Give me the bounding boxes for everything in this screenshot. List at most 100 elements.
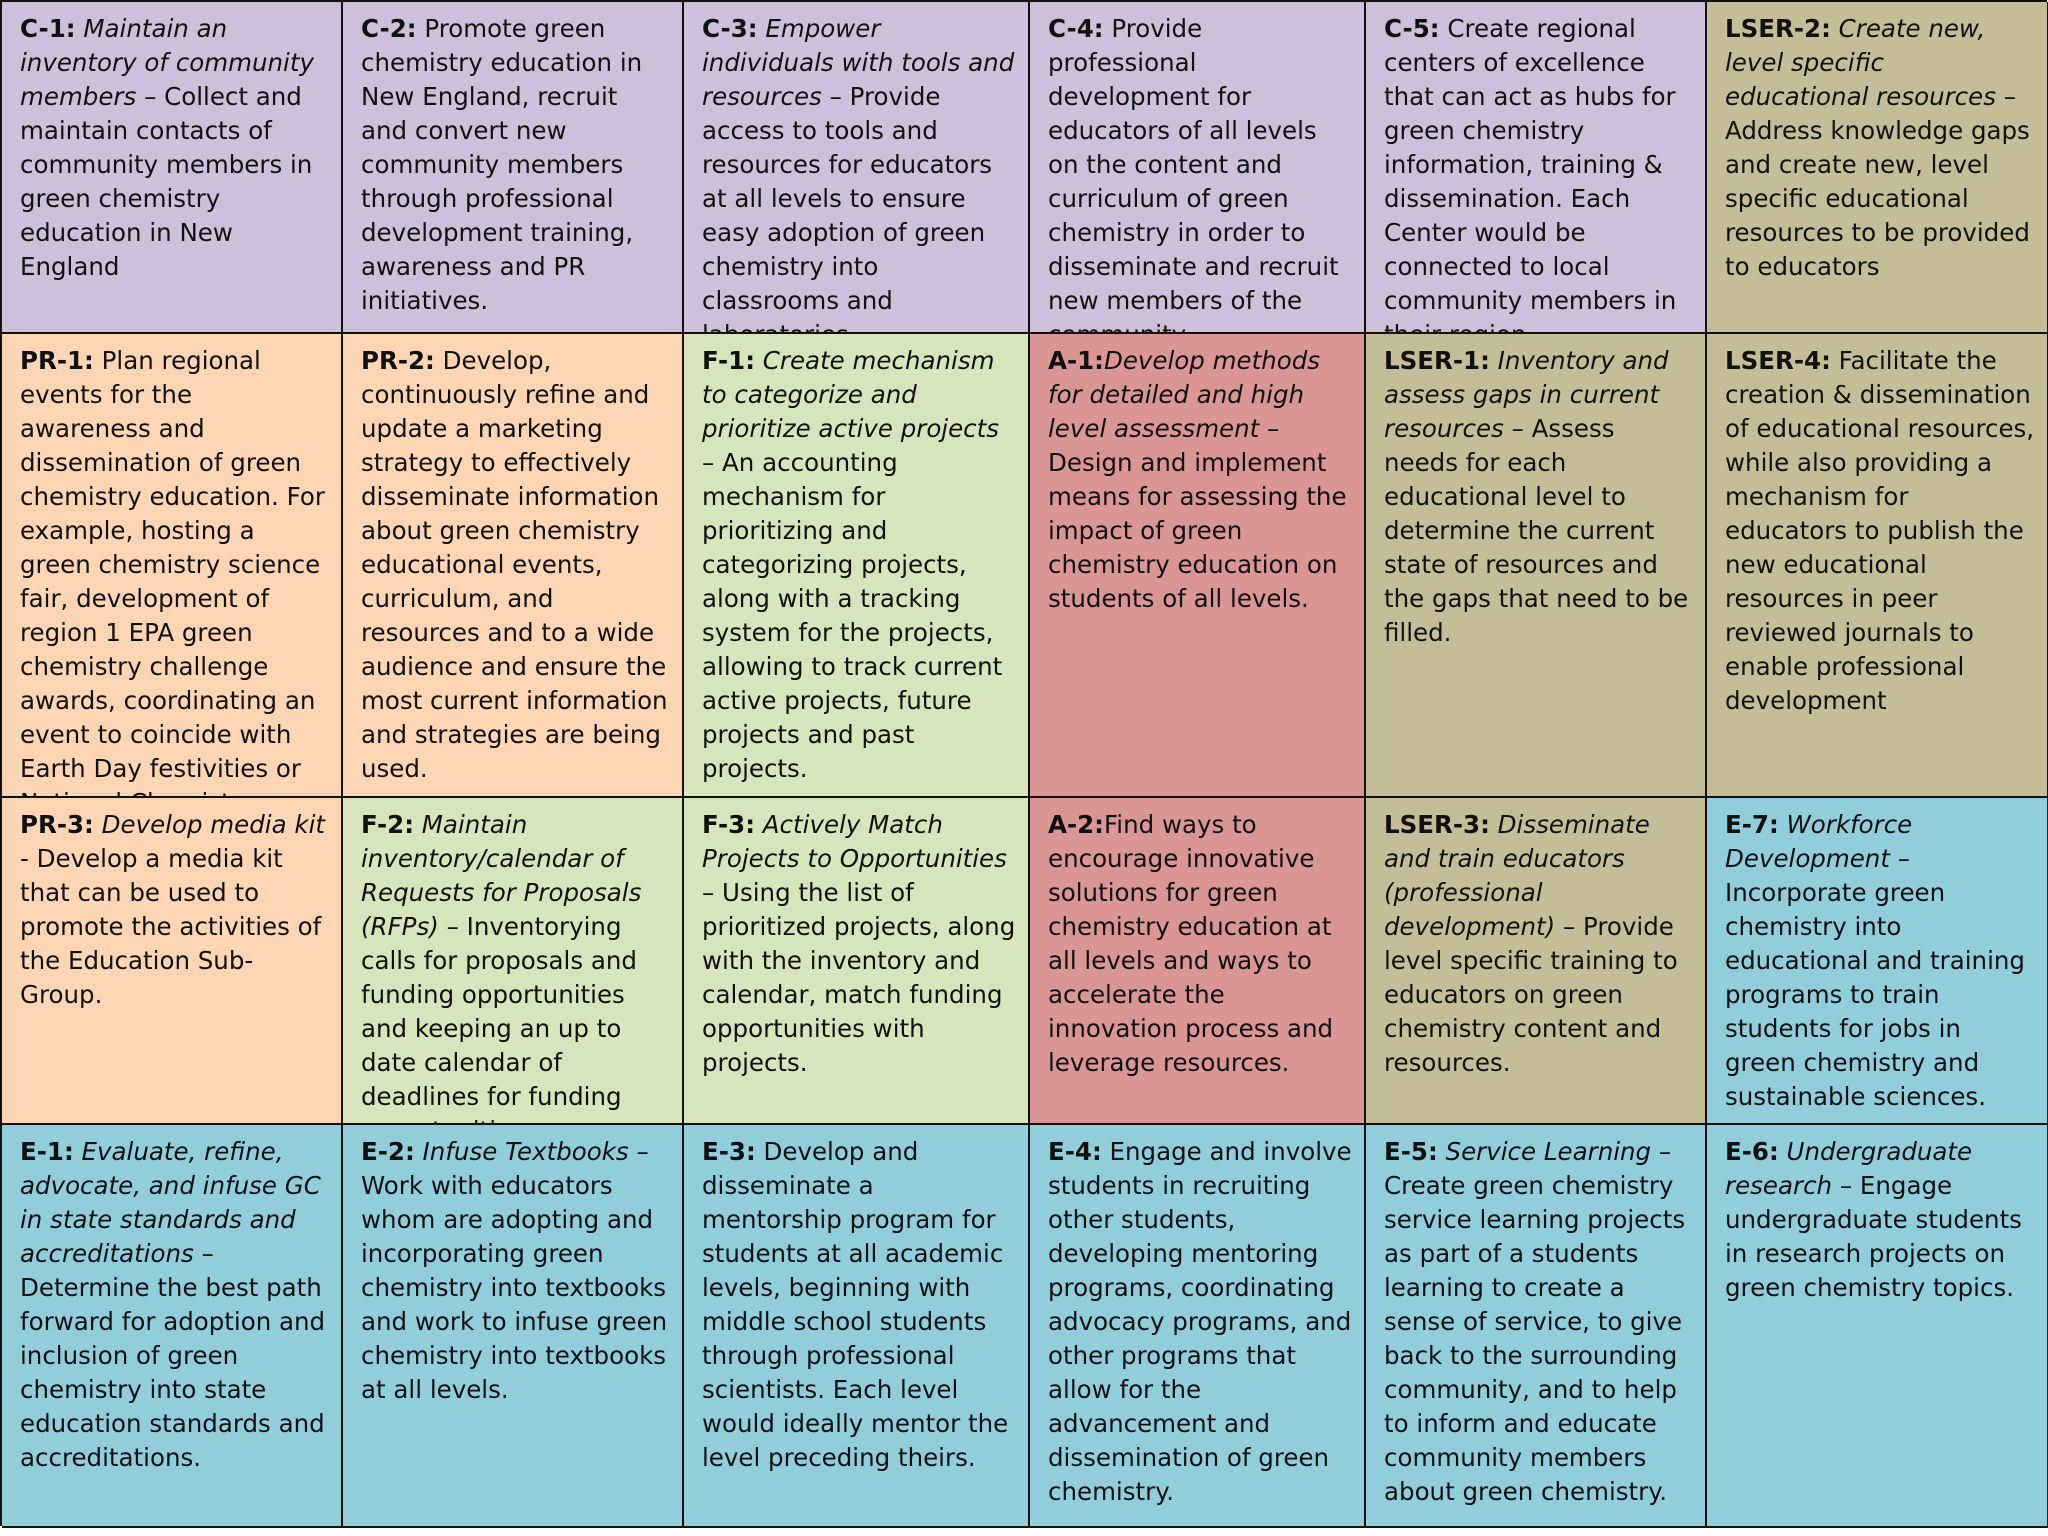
- cell-f-2: F-2: Maintain inventory/calendar of Requ…: [343, 798, 684, 1125]
- cell-lead: Empower individuals with tools and resou…: [702, 14, 1015, 111]
- cell-code: C-1:: [20, 14, 76, 43]
- cell-body: Promote green chemistry education in New…: [361, 14, 643, 315]
- cell-sep: –: [1832, 1171, 1860, 1200]
- cell-lser-3: LSER-3: Disseminate and train educators …: [1366, 798, 1707, 1125]
- cell-sep: –: [1503, 414, 1532, 443]
- cell-body: An accounting mechanism for prioritizing…: [702, 448, 1003, 783]
- cell-sep: [1831, 346, 1839, 375]
- cell-lead: Develop methods for detailed and high le…: [1048, 346, 1321, 443]
- cell-body: Develop and disseminate a mentorship pro…: [702, 1137, 1009, 1472]
- cell-sep: –: [136, 82, 165, 111]
- cell-lser-4: LSER-4: Facilitate the creation & dissem…: [1707, 334, 2048, 798]
- cell-lead: Create mechanism to categorize and prior…: [702, 346, 1000, 443]
- cell-body: Provide level specific training to educa…: [1384, 912, 1678, 1077]
- cell-e-7: E-7: Workforce Development – Incorporate…: [1707, 798, 2048, 1125]
- cell-code: F-3:: [702, 810, 755, 839]
- cell-body: Plan regional events for the awareness a…: [20, 346, 325, 796]
- cell-body: Address knowledge gaps and create new, l…: [1725, 116, 2030, 281]
- cell-lser-2: LSER-2: Create new, level specific educa…: [1707, 2, 2048, 334]
- cell-body: Incorporate green chemistry into educati…: [1725, 878, 2025, 1111]
- cell-body: Develop a media kit that can be used to …: [20, 844, 322, 1009]
- cell-code: E-7:: [1725, 810, 1779, 839]
- cell-sep: –: [1651, 1137, 1672, 1166]
- cell-c-2: C-2: Promote green chemistry education i…: [343, 2, 684, 334]
- cell-f-1: F-1: Create mechanism to categorize and …: [684, 334, 1030, 798]
- cell-code: C-2:: [361, 14, 417, 43]
- cell-body: Provide professional development for edu…: [1048, 14, 1339, 332]
- cell-sep: –: [702, 878, 723, 907]
- cell-a-2: A-2:Find ways to encourage innovative so…: [1030, 798, 1366, 1125]
- cell-body: Find ways to encourage innovative soluti…: [1048, 810, 1334, 1077]
- cell-body: Determine the best path forward for adop…: [20, 1273, 326, 1472]
- cell-code: A-1:: [1048, 346, 1104, 375]
- cell-code: F-1:: [702, 346, 755, 375]
- cell-sep: –: [702, 448, 723, 477]
- cell-lead: Disseminate and train educators (profess…: [1384, 810, 1650, 941]
- cell-sep: –: [1555, 912, 1584, 941]
- cell-code: PR-3:: [20, 810, 94, 839]
- cell-e-3: E-3: Develop and disseminate a mentorshi…: [684, 1125, 1030, 1528]
- cell-body: Assess needs for each educational level …: [1384, 414, 1689, 647]
- cell-body: Work with educators whom are adopting an…: [361, 1171, 668, 1404]
- cell-e-4: E-4: Engage and involve students in recr…: [1030, 1125, 1366, 1528]
- cell-body: Using the list of prioritized projects, …: [702, 878, 1016, 1077]
- cell-sep: [756, 1137, 764, 1166]
- cell-e-5: E-5: Service Learning – Create green che…: [1366, 1125, 1707, 1528]
- cell-a-1: A-1:Develop methods for detailed and hig…: [1030, 334, 1366, 798]
- cell-code: C-5:: [1384, 14, 1440, 43]
- cell-c-4: C-4: Provide professional development fo…: [1030, 2, 1366, 334]
- cell-e-2: E-2: Infuse Textbooks – Work with educat…: [343, 1125, 684, 1528]
- cell-lead: Infuse Textbooks: [422, 1137, 629, 1166]
- cell-code: LSER-2:: [1725, 14, 1831, 43]
- cell-code: E-6:: [1725, 1137, 1779, 1166]
- cell-body: Design and implement means for assessing…: [1048, 448, 1347, 613]
- cell-body: Engage and involve students in recruitin…: [1048, 1137, 1352, 1506]
- cell-code: A-2:: [1048, 810, 1104, 839]
- cell-code: C-3:: [702, 14, 758, 43]
- cell-lead: Workforce Development: [1725, 810, 1913, 873]
- cell-sep: –: [1259, 414, 1280, 443]
- cell-body: Create regional centers of excellence th…: [1384, 14, 1677, 332]
- cell-body: Inventorying calls for proposals and fun…: [361, 912, 637, 1123]
- cell-sep: –: [821, 82, 850, 111]
- cell-sep: –: [1995, 82, 2017, 111]
- cell-code: F-2:: [361, 810, 414, 839]
- cell-code: LSER-1:: [1384, 346, 1490, 375]
- cell-code: LSER-4:: [1725, 346, 1831, 375]
- cell-sep: [94, 346, 102, 375]
- cell-sep: –: [438, 912, 467, 941]
- cell-code: PR-2:: [361, 346, 435, 375]
- cell-e-6: E-6: Undergraduate research – Engage und…: [1707, 1125, 2048, 1528]
- cell-sep: -: [20, 844, 37, 873]
- cell-lead: Service Learning: [1445, 1137, 1652, 1166]
- cell-code: E-5:: [1384, 1137, 1438, 1166]
- cell-body: Facilitate the creation & dissemination …: [1725, 346, 2035, 715]
- cell-lead: Evaluate, refine, advocate, and infuse G…: [20, 1137, 321, 1268]
- cell-code: PR-1:: [20, 346, 94, 375]
- cell-lead: Maintain an inventory of community membe…: [20, 14, 314, 111]
- cell-lead: Actively Match Projects to Opportunities: [702, 810, 1007, 873]
- cell-c-1: C-1: Maintain an inventory of community …: [2, 2, 343, 334]
- cell-body: Create green chemistry service learning …: [1384, 1171, 1686, 1506]
- cell-code: E-2:: [361, 1137, 415, 1166]
- cell-c-3: C-3: Empower individuals with tools and …: [684, 2, 1030, 334]
- cell-sep: [435, 346, 443, 375]
- cell-c-5: C-5: Create regional centers of excellen…: [1366, 2, 1707, 334]
- cell-pr-2: PR-2: Develop, continuously refine and u…: [343, 334, 684, 798]
- cell-code: C-4:: [1048, 14, 1104, 43]
- cell-lser-1: LSER-1: Inventory and assess gaps in cur…: [1366, 334, 1707, 798]
- cell-body: Develop, continuously refine and update …: [361, 346, 668, 783]
- cell-pr-1: PR-1: Plan regional events for the aware…: [2, 334, 343, 798]
- cell-body: Provide access to tools and resources fo…: [702, 82, 993, 332]
- cell-pr-3: PR-3: Develop media kit - Develop a medi…: [2, 798, 343, 1125]
- cell-sep: –: [1889, 844, 1910, 873]
- cell-sep: –: [628, 1137, 649, 1166]
- cell-lead: Undergraduate research: [1725, 1137, 1973, 1200]
- cell-code: E-3:: [702, 1137, 756, 1166]
- cell-body: Engage undergraduate students in researc…: [1725, 1171, 2022, 1302]
- cell-lead: Develop media kit: [101, 810, 325, 839]
- cell-lead: Maintain inventory/calendar of Requests …: [361, 810, 642, 941]
- cell-sep: –: [193, 1239, 214, 1268]
- cell-e-1: E-1: Evaluate, refine, advocate, and inf…: [2, 1125, 343, 1528]
